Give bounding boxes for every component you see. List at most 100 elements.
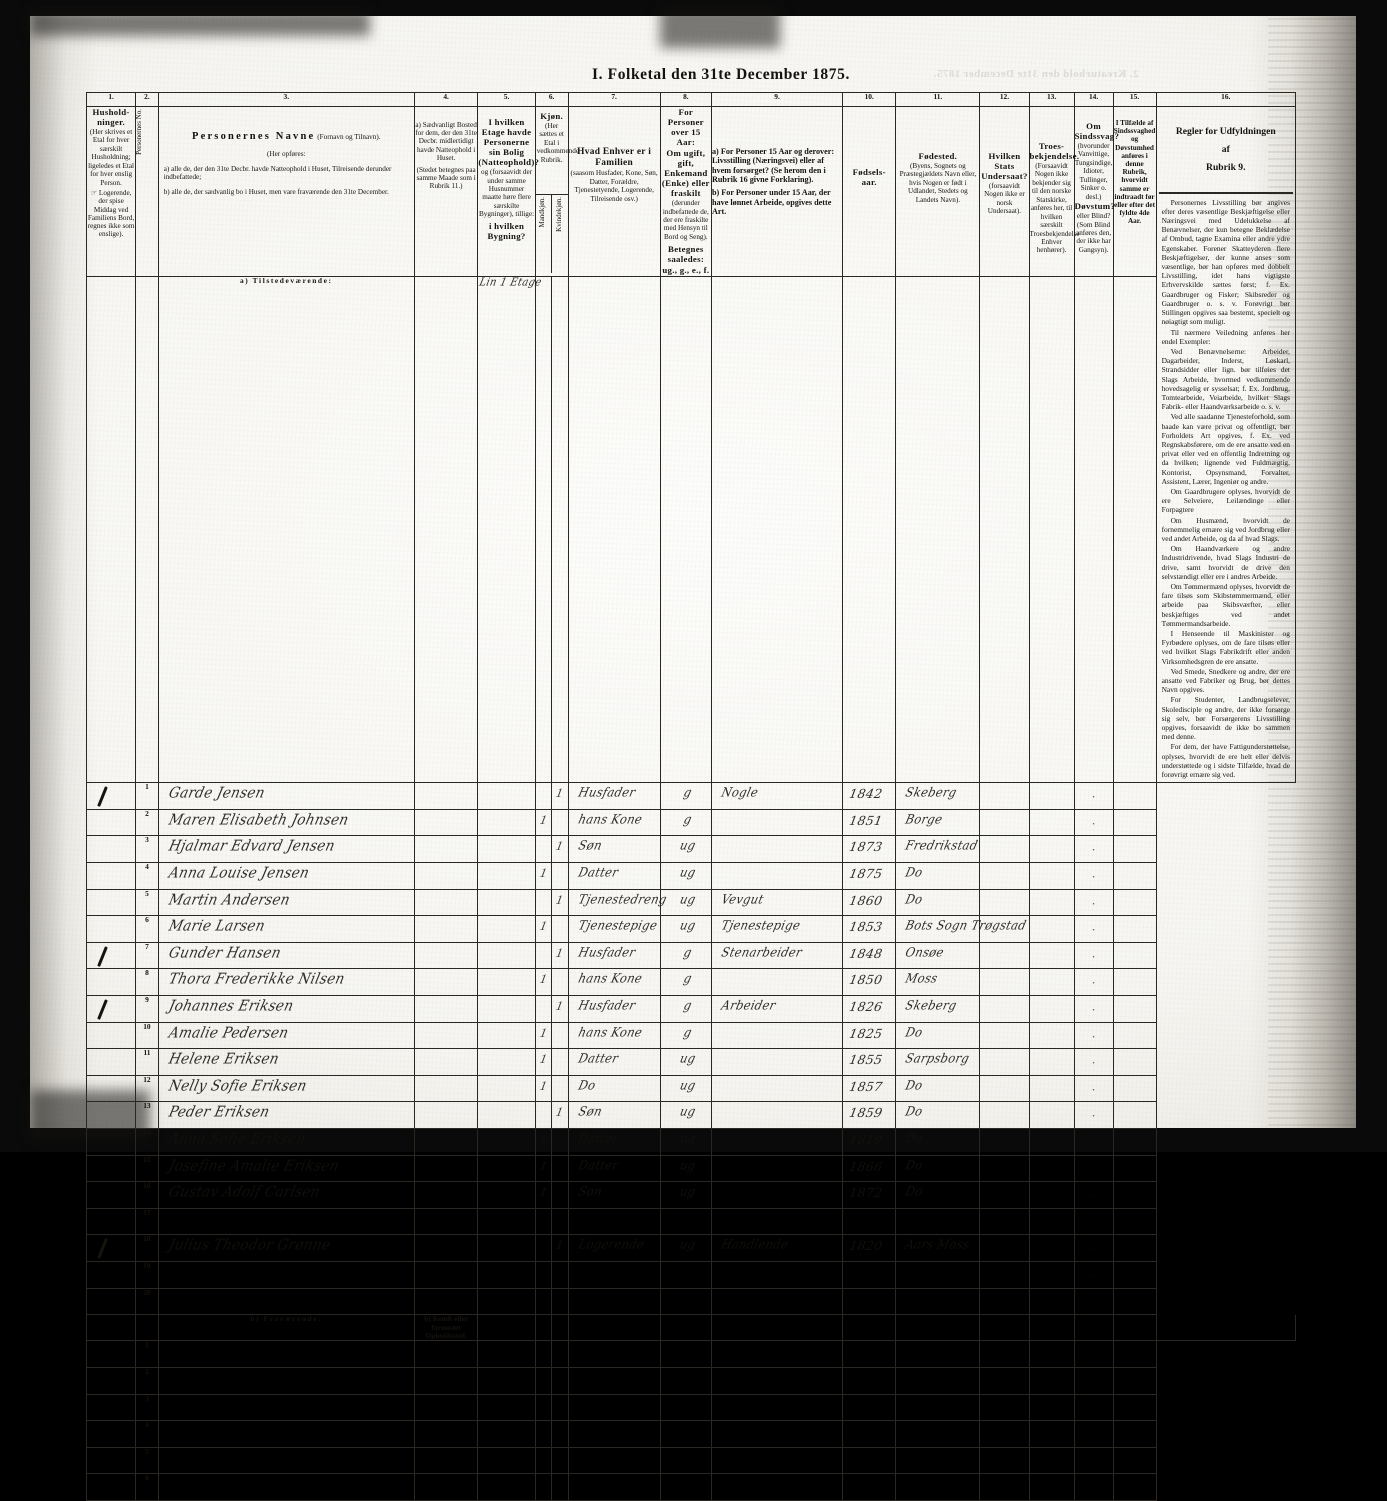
cell-usual-residence[interactable] (413, 968, 479, 996)
cell-birth-year[interactable] (842, 1340, 897, 1369)
cell-name[interactable]: Nelly Sofie Eriksen (157, 1074, 415, 1103)
cell-citizenship[interactable] (979, 941, 1030, 970)
cell-sex-male[interactable] (534, 1340, 553, 1369)
cell-citizenship[interactable] (979, 1048, 1030, 1076)
cell-household-count[interactable] (85, 1446, 137, 1475)
cell-onset-age[interactable] (1112, 995, 1157, 1023)
cell-name[interactable] (157, 1446, 415, 1475)
cell-family-position[interactable]: Tjenestepige (567, 915, 661, 943)
cell-floor-building[interactable] (477, 968, 536, 996)
cell-sex-male[interactable]: 1 (534, 1127, 553, 1156)
cell-birthplace[interactable]: Moss (895, 968, 981, 996)
cell-marital-status[interactable]: g (659, 995, 712, 1023)
cell-birth-year[interactable] (842, 1260, 897, 1289)
cell-usual-residence[interactable] (413, 1367, 479, 1395)
cell-occupation[interactable]: Nogle (710, 782, 844, 810)
cell-usual-residence[interactable] (413, 941, 479, 970)
cell-birth-year[interactable]: 1842 (842, 782, 897, 810)
cell-name[interactable]: Martin Andersen (157, 888, 415, 917)
cell-birth-year[interactable]: 1866 (842, 1154, 897, 1183)
table-row[interactable]: 2 Maren Elisabeth Johnsen 1 hans Kone g 1851 B… (85, 808, 1296, 837)
cell-birth-year[interactable]: 1851 (842, 808, 897, 837)
cell-occupation[interactable] (710, 1048, 844, 1076)
cell-birth-year[interactable]: 1857 (842, 1074, 897, 1103)
cell-family-position[interactable]: Husfader (567, 995, 661, 1023)
cell-floor-building[interactable] (477, 1207, 536, 1236)
cell-disability[interactable]: · (1073, 1074, 1114, 1103)
cell-floor-building[interactable] (477, 888, 536, 917)
cell-birth-year[interactable]: 1859 (842, 1101, 897, 1129)
cell-usual-residence[interactable] (413, 1234, 479, 1262)
cell-household-count[interactable] (85, 1367, 137, 1395)
cell-sex-male[interactable]: 1 (534, 1154, 553, 1183)
cell-religion[interactable] (1028, 1181, 1075, 1209)
cell-occupation[interactable]: Tjenestepige (710, 915, 844, 943)
cell-family-position[interactable] (567, 1207, 661, 1236)
cell-usual-residence[interactable] (413, 1287, 479, 1316)
cell-occupation[interactable] (710, 1154, 844, 1183)
cell-occupation[interactable] (710, 968, 844, 996)
cell-sex-female[interactable] (551, 1393, 569, 1422)
table-row[interactable]: 8 Thora Frederikke Nilsen 1 hans Kone g 1850 M… (85, 968, 1296, 996)
cell-household-count[interactable] (85, 862, 137, 890)
cell-household-count[interactable] (85, 1234, 137, 1262)
cell-family-position[interactable] (567, 1260, 661, 1289)
cell-disability[interactable]: · (1073, 1021, 1114, 1050)
cell-religion[interactable] (1028, 1101, 1075, 1129)
cell-family-position[interactable] (567, 1473, 661, 1501)
cell-birth-year[interactable]: 1819 (842, 1127, 897, 1156)
cell-citizenship[interactable] (979, 968, 1030, 996)
cell-name[interactable] (157, 1367, 415, 1395)
cell-household-count[interactable] (85, 915, 137, 943)
cell-sex-male[interactable] (534, 1393, 553, 1422)
cell-floor-building[interactable] (477, 1367, 536, 1395)
cell-disability[interactable] (1073, 1287, 1114, 1316)
cell-citizenship[interactable] (979, 808, 1030, 837)
cell-sex-male[interactable] (534, 1207, 553, 1236)
cell-citizenship[interactable] (979, 1181, 1030, 1209)
cell-family-position[interactable] (567, 1446, 661, 1475)
cell-family-position[interactable]: Søn (567, 835, 661, 864)
cell-religion[interactable] (1028, 941, 1075, 970)
cell-floor-building[interactable] (477, 1234, 536, 1262)
cell-birth-year[interactable]: 1826 (842, 995, 897, 1023)
cell-citizenship[interactable] (979, 782, 1030, 810)
table-row[interactable]: 13 Peder Eriksen 1 Søn ug 1859 Do · (85, 1101, 1296, 1129)
cell-religion[interactable] (1028, 1234, 1075, 1262)
cell-birth-year[interactable]: 1855 (842, 1048, 897, 1076)
cell-onset-age[interactable] (1112, 1074, 1157, 1103)
cell-floor-building[interactable] (477, 862, 536, 890)
cell-usual-residence[interactable] (413, 1260, 479, 1289)
cell-onset-age[interactable] (1112, 888, 1157, 917)
cell-disability[interactable]: · (1073, 808, 1114, 837)
cell-name[interactable] (157, 1260, 415, 1289)
cell-religion[interactable] (1028, 782, 1075, 810)
cell-name[interactable]: Josefine Amalie Eriksen (157, 1154, 415, 1183)
cell-name[interactable] (157, 1473, 415, 1501)
cell-family-position[interactable]: Søn (567, 1181, 661, 1209)
cell-sex-female[interactable] (551, 1340, 569, 1369)
cell-birth-year[interactable]: 1825 (842, 1021, 897, 1050)
cell-floor-building[interactable] (477, 1287, 536, 1316)
cell-disability[interactable]: · (1073, 835, 1114, 864)
cell-household-count[interactable] (85, 1181, 137, 1209)
table-row[interactable]: 15 Josefine Amalie Eriksen 1 Datter ug 1866 Do… (85, 1154, 1296, 1183)
cell-marital-status[interactable]: ug (659, 862, 712, 890)
cell-religion[interactable] (1028, 995, 1075, 1023)
cell-disability[interactable] (1073, 1340, 1114, 1369)
cell-occupation[interactable] (710, 1127, 844, 1156)
cell-religion[interactable] (1028, 1207, 1075, 1236)
cell-family-position[interactable]: Datter (567, 1154, 661, 1183)
cell-occupation[interactable] (710, 1473, 844, 1501)
cell-birthplace[interactable] (895, 1446, 981, 1475)
cell-sex-female[interactable] (551, 1181, 569, 1209)
cell-citizenship[interactable] (979, 1287, 1030, 1316)
cell-religion[interactable] (1028, 808, 1075, 837)
cell-sex-male[interactable] (534, 1446, 553, 1475)
cell-floor-building[interactable] (477, 995, 536, 1023)
cell-citizenship[interactable] (979, 862, 1030, 890)
cell-occupation[interactable] (710, 1207, 844, 1236)
table-row[interactable]: 9 Johannes Eriksen 1 Husfader g Arbeider 1826 S… (85, 995, 1296, 1023)
cell-religion[interactable] (1028, 1393, 1075, 1422)
cell-household-count[interactable] (85, 1101, 137, 1129)
